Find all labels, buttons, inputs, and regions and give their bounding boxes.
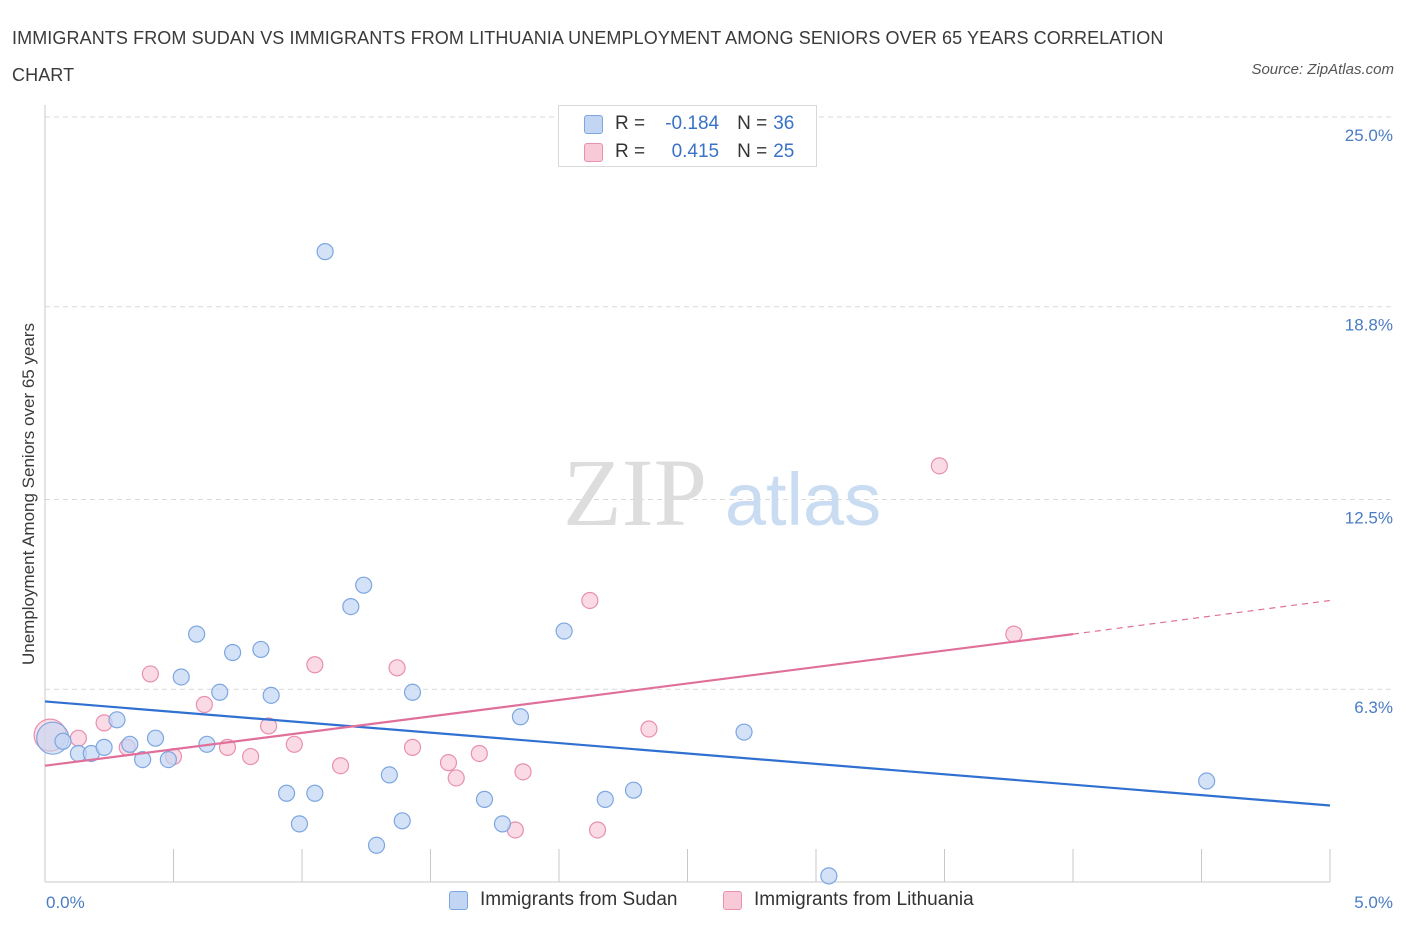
- sudan-point: [54, 732, 72, 750]
- x-tick-label-max: 5.0%: [1354, 893, 1393, 912]
- lithuania-point: [1005, 625, 1023, 643]
- lithuania-point: [588, 821, 607, 839]
- n-label: N =: [737, 113, 768, 134]
- r-label: R =: [615, 113, 646, 134]
- y-tick-label: 6.3%: [1354, 698, 1393, 717]
- sudan-point: [172, 668, 190, 686]
- sudan-trend-line: [44, 700, 1331, 807]
- sudan-point: [820, 867, 838, 885]
- lithuania-legend-swatch: [723, 890, 742, 910]
- lithuania-point: [195, 695, 213, 714]
- n-value: 25: [773, 141, 795, 162]
- correlation-legend: R = -0.184 N = 36 R = 0.415 N = 25: [558, 105, 817, 167]
- y-tick-label: 18.8%: [1345, 316, 1393, 335]
- r-value: 0.415: [671, 141, 720, 162]
- lithuania-point: [141, 665, 159, 683]
- r-value: -0.184: [665, 113, 720, 134]
- sudan-point: [146, 729, 165, 747]
- series-legend: Immigrants from Sudan Immigrants from Li…: [0, 889, 1406, 915]
- sudan-point: [475, 790, 494, 808]
- lithuania-point: [581, 591, 599, 610]
- sudan-point: [596, 790, 614, 808]
- sudan-point: [1198, 772, 1216, 790]
- watermark-zip: ZIP: [563, 439, 707, 546]
- lithuania-point: [403, 738, 422, 756]
- sudan-points: [36, 243, 1216, 885]
- lithuania-point: [470, 744, 488, 763]
- sudan-point: [316, 243, 334, 261]
- sudan-point: [380, 766, 398, 784]
- sudan-point: [121, 735, 139, 753]
- y-axis-label: Unemployment Among Seniors over 65 years: [19, 323, 38, 665]
- lithuania-point: [259, 717, 278, 735]
- n-label: N =: [737, 141, 768, 162]
- source-label: Source: ZipAtlas.com: [1251, 61, 1394, 78]
- legend-item-sudan[interactable]: Immigrants from Sudan: [449, 889, 677, 911]
- sudan-point: [134, 750, 152, 769]
- sudan-point: [290, 815, 309, 833]
- legend-row-sudan: R = -0.184 N = 36: [584, 110, 794, 138]
- r-label: R =: [615, 141, 646, 162]
- legend-row-lithuania: R = 0.415 N = 25: [584, 138, 794, 166]
- sudan-point: [262, 686, 280, 704]
- legend-label-sudan: Immigrants from Sudan: [480, 889, 678, 910]
- sudan-point: [624, 781, 643, 799]
- y-tick-label: 12.5%: [1345, 509, 1393, 528]
- lithuania-point: [447, 769, 465, 787]
- sudan-legend-swatch: [449, 890, 468, 910]
- sudan-point: [108, 711, 126, 729]
- lithuania-point: [306, 656, 324, 674]
- grid-lines: [45, 116, 1395, 690]
- lithuania-trend-extension: [1072, 599, 1331, 635]
- x-tick-labels: 0.0% 5.0%: [46, 893, 1393, 912]
- sudan-point: [511, 708, 530, 726]
- sudan-swatch: [584, 114, 603, 134]
- sudan-point: [188, 625, 206, 643]
- sudan-point: [493, 815, 512, 833]
- y-tick-label: 25.0%: [1345, 126, 1393, 145]
- sudan-point: [277, 784, 296, 802]
- lithuania-point: [439, 754, 458, 772]
- sudan-point: [393, 812, 411, 830]
- y-tick-labels: 6.3% 12.5% 18.8% 25.0%: [1345, 126, 1393, 717]
- sudan-point: [735, 723, 753, 741]
- lithuania-point: [388, 659, 406, 677]
- sudan-point: [403, 683, 422, 701]
- trend-lines: [44, 599, 1331, 807]
- watermark-atlas: atlas: [725, 458, 881, 541]
- lithuania-point: [930, 457, 948, 475]
- sudan-point: [555, 622, 573, 640]
- lithuania-point: [514, 763, 532, 781]
- chart-title: IMMIGRANTS FROM SUDAN VS IMMIGRANTS FROM…: [12, 28, 1164, 85]
- legend-label-lithuania: Immigrants from Lithuania: [754, 889, 974, 910]
- lithuania-trend-line: [44, 633, 1074, 767]
- lithuania-point: [331, 757, 350, 775]
- sudan-point: [159, 750, 177, 769]
- x-tick-label-min: 0.0%: [46, 893, 85, 912]
- n-value: 36: [773, 113, 795, 134]
- sudan-point: [306, 784, 324, 802]
- sudan-point: [367, 836, 386, 854]
- lithuania-point: [285, 735, 303, 753]
- sudan-point: [252, 640, 270, 659]
- lithuania-point: [69, 729, 88, 747]
- watermark: ZIP atlas: [563, 439, 881, 546]
- lithuania-point: [242, 747, 260, 766]
- sudan-point: [224, 643, 242, 662]
- legend-item-lithuania[interactable]: Immigrants from Lithuania: [723, 889, 974, 911]
- lithuania-point: [640, 720, 658, 738]
- lithuania-swatch: [584, 142, 603, 162]
- sudan-point: [355, 576, 373, 594]
- sudan-point: [211, 683, 229, 701]
- sudan-point: [342, 597, 360, 616]
- sudan-point: [95, 738, 113, 756]
